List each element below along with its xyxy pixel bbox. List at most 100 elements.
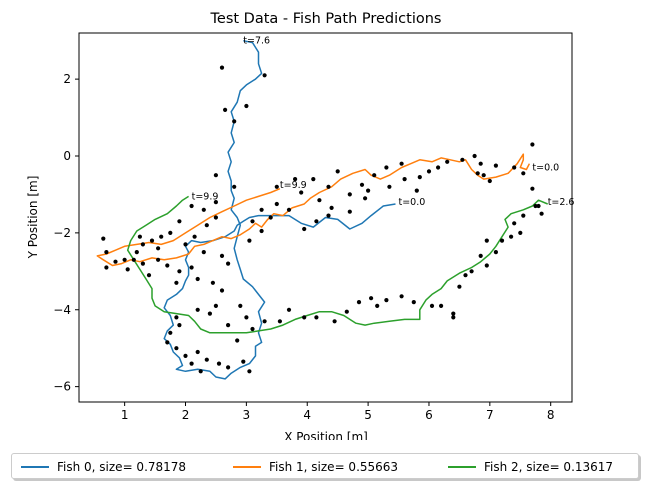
scatter-point [195, 307, 200, 312]
annotation-label: t=0.0 [532, 163, 559, 174]
scatter-point [259, 228, 264, 234]
scatter-point [344, 309, 349, 314]
series-line-fish-2 [126, 195, 548, 334]
series-line-fish-0 [163, 39, 396, 380]
scatter-point [238, 303, 243, 308]
scatter-point [481, 173, 486, 178]
scatter-point [399, 161, 404, 166]
scatter-point [518, 230, 523, 235]
scatter-point [369, 296, 374, 301]
scatter-point [314, 315, 319, 320]
scatter-point [451, 311, 456, 316]
scatter-point [183, 242, 188, 247]
scatter-point [259, 207, 264, 212]
scatter-point [216, 361, 222, 366]
scatter-point [512, 221, 517, 226]
legend-swatch-fish-1 [233, 466, 261, 468]
scatter-point [302, 315, 307, 320]
annotation-label: t=9.9 [192, 191, 219, 202]
scatter-point [232, 184, 237, 189]
scatter-point [332, 319, 337, 324]
scatter-point [347, 209, 352, 214]
scatter-point [472, 153, 477, 159]
scatter-point [268, 215, 273, 220]
legend-swatch-fish-0 [21, 466, 49, 468]
scatter-point [247, 369, 252, 374]
x-tick-label: 5 [364, 408, 372, 422]
scatter-point [384, 298, 389, 303]
scatter-point [326, 184, 331, 189]
scatter-point [213, 200, 218, 205]
scatter-point [235, 338, 240, 343]
scatter-point [536, 203, 541, 209]
scatter-point [530, 186, 535, 191]
x-tick-label: 4 [303, 408, 311, 422]
x-tick-label: 3 [243, 408, 251, 422]
scatter-point [210, 280, 215, 285]
scatter-point [204, 223, 209, 228]
scatter-point [277, 319, 282, 324]
scatter-point [299, 190, 304, 195]
scatter-point [347, 192, 352, 197]
scatter-point [250, 219, 255, 224]
scatter-point [219, 288, 225, 293]
y-tick-label: −6 [53, 380, 71, 394]
scatter-point [475, 171, 480, 176]
scatter-point [411, 300, 416, 305]
scatter-point [232, 119, 237, 124]
scatter-point [104, 250, 109, 255]
scatter-point [156, 257, 161, 262]
scatter-point [250, 326, 255, 332]
scatter-point [140, 242, 145, 247]
scatter-point [219, 253, 225, 258]
scatter-point [311, 177, 316, 182]
x-tick-label: 8 [547, 408, 555, 422]
scatter-point [286, 207, 292, 212]
scatter-point [223, 107, 228, 112]
y-tick-label: −2 [53, 226, 71, 240]
scatter-point [484, 238, 489, 243]
y-tick-label: 2 [63, 72, 71, 86]
scatter-point [140, 261, 145, 266]
fish-path-chart: Test Data - Fish Path Predictions t=7.6t… [26, 11, 574, 440]
scatter-point [125, 267, 130, 272]
scatter-point [460, 157, 465, 162]
scatter-point [429, 303, 435, 308]
scatter-point [262, 319, 267, 324]
scatter-point [165, 340, 170, 345]
scatter-point [247, 238, 252, 243]
scatter-point [101, 236, 106, 241]
scatter-point [335, 169, 340, 174]
scatter-point [359, 182, 365, 187]
scatter-point [156, 246, 161, 251]
scatter-point [521, 171, 526, 176]
scatter-point [198, 369, 203, 374]
scatter-point [402, 177, 407, 182]
y-tick-label: 0 [63, 149, 71, 163]
scatter-point [213, 173, 218, 178]
scatter-point [149, 238, 155, 243]
scatter-point [174, 315, 179, 320]
scatter-point [262, 73, 267, 78]
y-axis-label: Y Position [m] [26, 176, 40, 260]
scatter-point [137, 234, 142, 239]
scatter-point [317, 198, 322, 203]
scatter-point [414, 188, 419, 193]
scatter-point [302, 226, 307, 232]
scatter-point [509, 234, 514, 239]
scatter-point [189, 265, 194, 270]
scatter-point [204, 357, 209, 362]
scatter-point [293, 177, 298, 182]
scatter-point [356, 300, 362, 305]
scatter-point [122, 257, 127, 262]
legend-label-fish-2: Fish 2, size= 0.13617 [484, 460, 614, 474]
scatter-point [326, 213, 331, 218]
scatter-point [530, 142, 535, 147]
scatter-point [484, 263, 489, 268]
chart-title: Test Data - Fish Path Predictions [210, 11, 442, 27]
scatter-point [478, 161, 483, 166]
scatter-point [174, 346, 179, 351]
scatter-point [329, 205, 334, 210]
scatter-point [286, 307, 292, 312]
scatter-point [174, 280, 179, 285]
